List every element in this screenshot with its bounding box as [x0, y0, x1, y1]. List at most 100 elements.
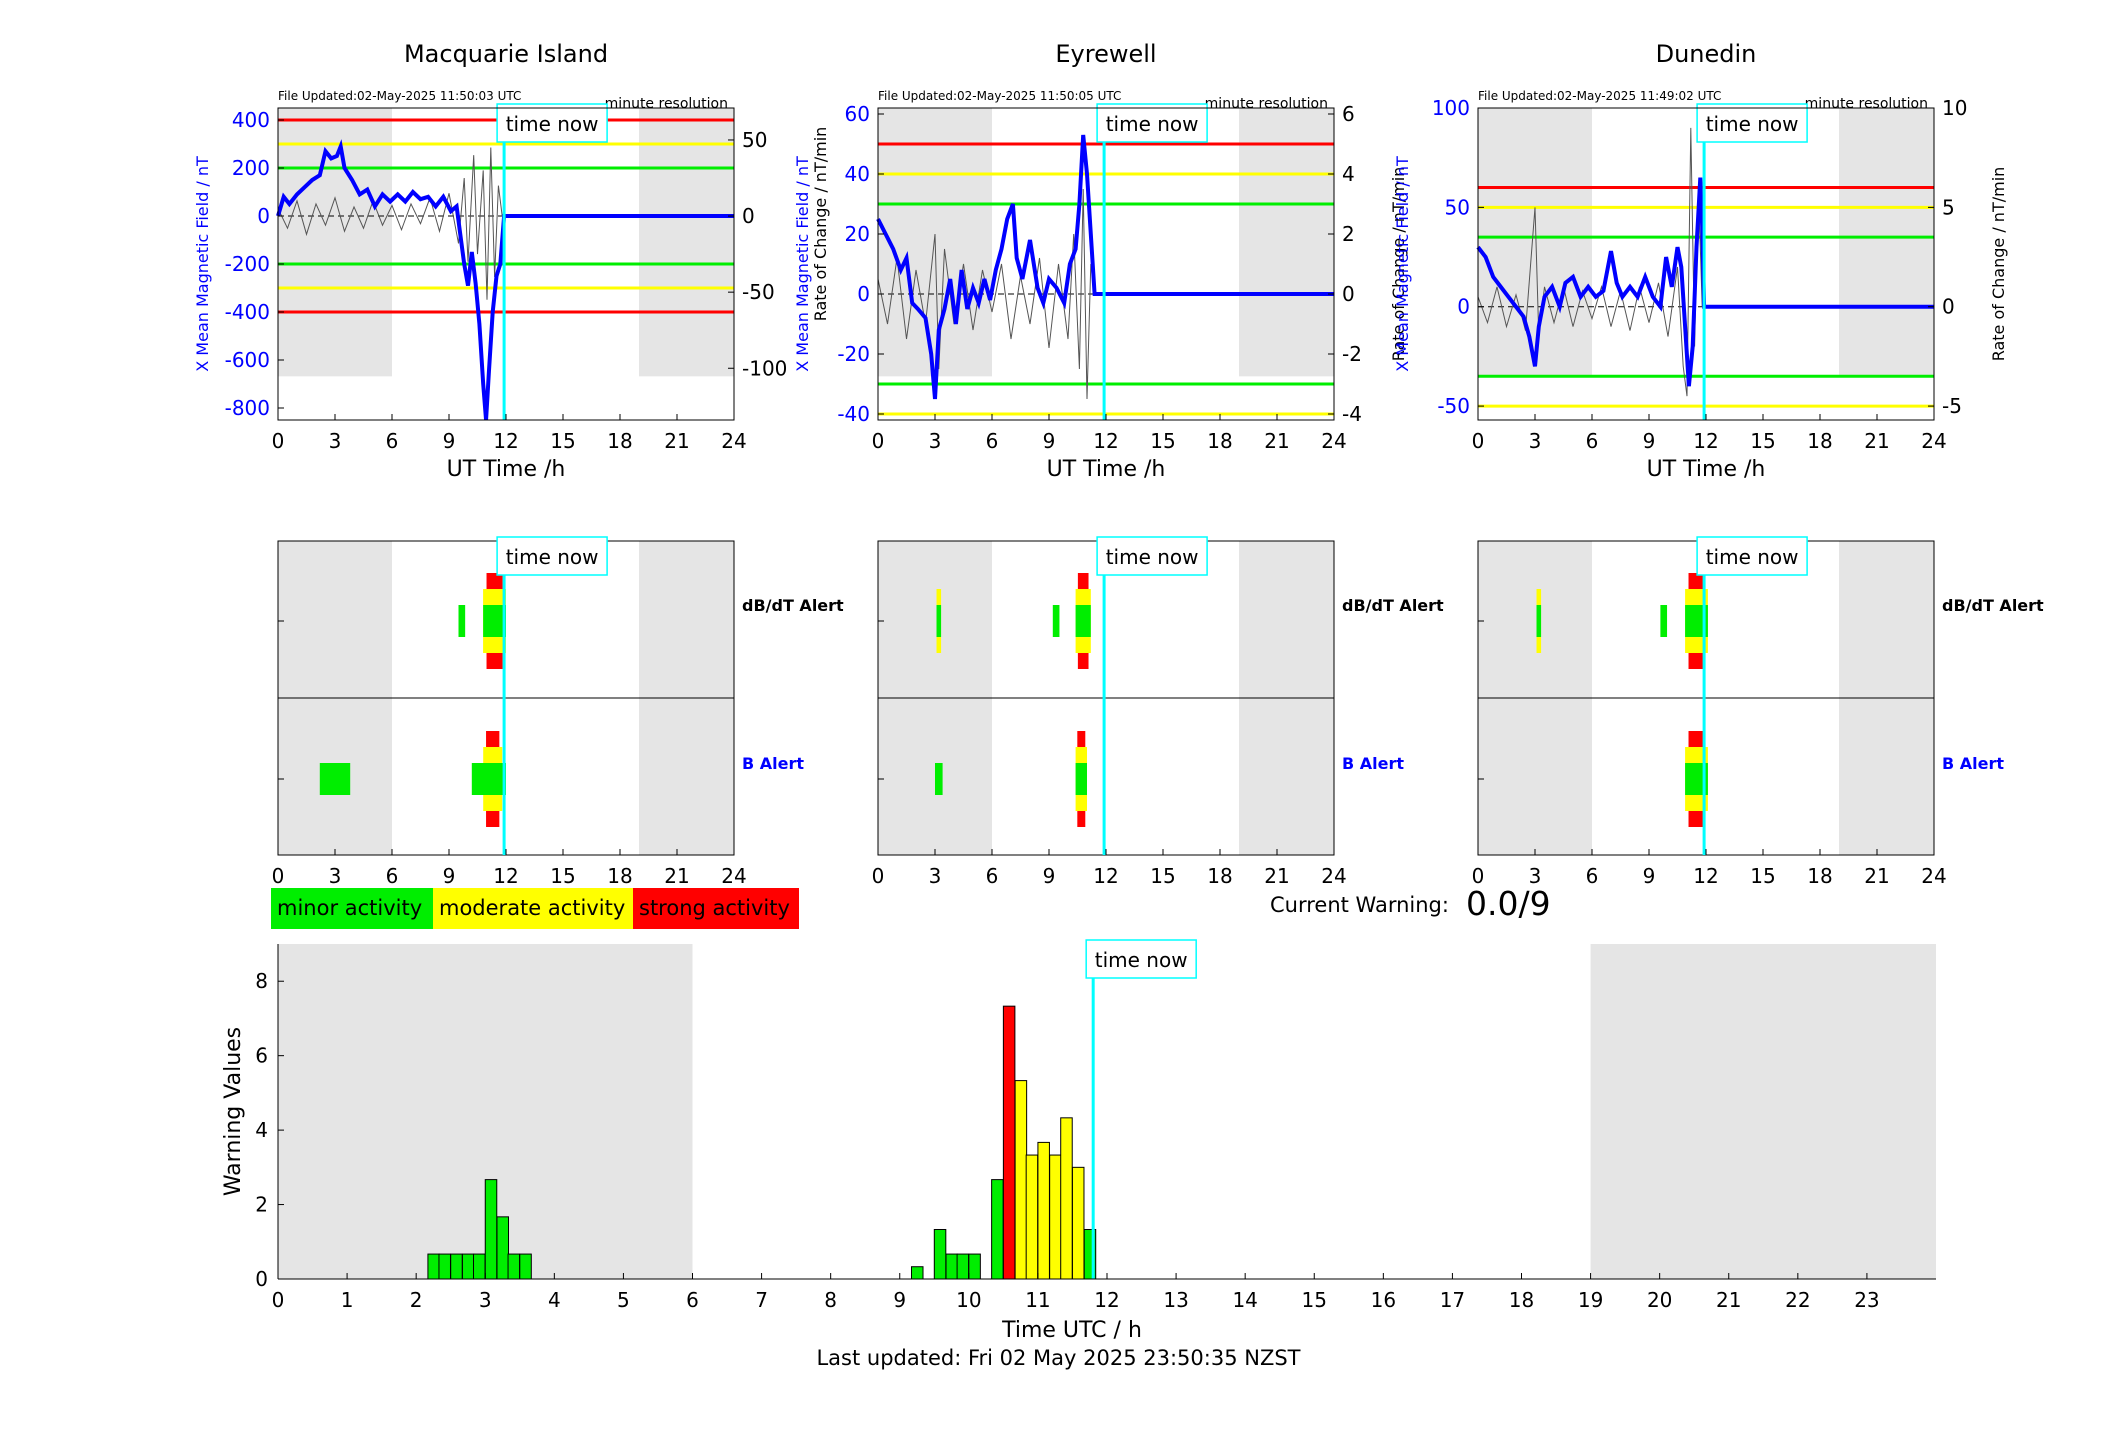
- x-tick-label: 21: [1264, 864, 1289, 888]
- x-tick-label: 9: [1643, 864, 1656, 888]
- x-tick-label: 9: [893, 1288, 906, 1312]
- warning-bar: [484, 1179, 498, 1280]
- y2-tick-label: 0: [1342, 282, 1355, 306]
- warning-bar: [507, 1253, 521, 1280]
- current-warning-value: 0.0/9: [1466, 884, 1551, 923]
- time-now-box: [1696, 103, 1808, 143]
- x-tick-label: 18: [1207, 429, 1232, 453]
- dbdt-alert-label: dB/dT Alert: [1342, 596, 1444, 615]
- x-tick-label: 0: [272, 864, 285, 888]
- time-now-label: time now: [506, 112, 599, 136]
- x-tick-label: 6: [1586, 429, 1599, 453]
- x-tick-label: 9: [1043, 864, 1056, 888]
- x-tick-label: 6: [386, 429, 399, 453]
- y-axis-label: Warning Values: [221, 1027, 246, 1196]
- rate-of-change-trace: [277, 147, 503, 300]
- warning-bar: [956, 1253, 970, 1280]
- night-shade: [1590, 944, 1936, 1279]
- x-tick-label: 12: [1693, 429, 1718, 453]
- x-tick-label: 12: [1093, 429, 1118, 453]
- x-tick-label: 3: [929, 429, 942, 453]
- x-tick-label: 15: [1302, 1288, 1327, 1312]
- alert-block-minor: [1536, 605, 1542, 637]
- time-now-box: [1696, 536, 1808, 576]
- legend-minor-activity: minor activity: [271, 888, 433, 929]
- x-tick-label: 15: [1750, 429, 1775, 453]
- alert-block-minor: [1075, 763, 1087, 795]
- time-now-label: time now: [1706, 112, 1799, 136]
- night-shade: [278, 108, 392, 377]
- alert-block-minor: [483, 605, 506, 637]
- x-tick-label: 3: [479, 1288, 492, 1312]
- y2-tick-label: 0: [742, 204, 755, 228]
- alert-block-minor: [1660, 605, 1668, 637]
- alert-block-minor: [1685, 763, 1708, 795]
- warning-bar: [1037, 1141, 1050, 1280]
- y-tick-label: 20: [845, 222, 870, 246]
- night-shade: [1239, 108, 1334, 377]
- x-tick-label: 18: [607, 864, 632, 888]
- y-axis-label: X Mean Magnetic Field / nT: [793, 156, 812, 372]
- y-tick-label: 60: [845, 102, 870, 126]
- x-tick-label: 20: [1647, 1288, 1672, 1312]
- x-tick-label: 6: [686, 1288, 699, 1312]
- y-tick-label: 0: [1457, 295, 1470, 319]
- x-tick-label: 15: [1150, 864, 1175, 888]
- x-tick-label: 9: [443, 864, 456, 888]
- x-axis-label: Time UTC / h: [1001, 1318, 1142, 1343]
- y-tick-label: -400: [225, 300, 270, 324]
- b-alert-label: B Alert: [1942, 754, 2004, 773]
- alert-block-minor: [1075, 605, 1091, 637]
- warning-bar: [1049, 1154, 1062, 1280]
- x-tick-label: 21: [664, 429, 689, 453]
- warning-bar: [933, 1228, 947, 1280]
- x-tick-label: 21: [664, 864, 689, 888]
- legend-strong-activity: strong activity: [633, 888, 799, 929]
- x-tick-label: 15: [550, 864, 575, 888]
- night-shade: [1478, 108, 1592, 377]
- y-tick-label: 2: [255, 1193, 268, 1217]
- alert-block-minor: [935, 763, 943, 795]
- x-tick-label: 21: [1264, 429, 1289, 453]
- x-tick-label: 9: [1043, 429, 1056, 453]
- y2-tick-label: 0: [1942, 295, 1955, 319]
- x-tick-label: 9: [1643, 429, 1656, 453]
- warning-bar: [968, 1253, 981, 1280]
- y-axis-label: X Mean Magnetic Field / nT: [1393, 156, 1412, 372]
- file-updated: File Updated:02-May-2025 11:50:03 UTC: [278, 89, 521, 103]
- x-tick-label: 5: [617, 1288, 630, 1312]
- y-tick-label: 50: [1445, 195, 1470, 219]
- alert-block-minor: [319, 763, 351, 795]
- night-shade: [1839, 108, 1934, 377]
- x-tick-label: 0: [272, 429, 285, 453]
- file-updated: File Updated:02-May-2025 11:49:02 UTC: [1478, 89, 1721, 103]
- warning-bar: [450, 1253, 463, 1280]
- warning-bar: [1071, 1166, 1085, 1280]
- x-tick-label: 4: [548, 1288, 561, 1312]
- x-tick-label: 0: [272, 1288, 285, 1312]
- x-tick-label: 3: [329, 429, 342, 453]
- x-tick-label: 14: [1232, 1288, 1257, 1312]
- time-now-box: [496, 536, 608, 576]
- last-updated: Last updated: Fri 02 May 2025 23:50:35 N…: [816, 1346, 1301, 1370]
- warning-bar: [1014, 1080, 1028, 1280]
- b-alert-label: B Alert: [742, 754, 804, 773]
- y-tick-label: 100: [1432, 96, 1470, 120]
- x-tick-label: 18: [1509, 1288, 1534, 1312]
- warning-bar: [461, 1253, 475, 1280]
- x-tick-label: 12: [1094, 1288, 1119, 1312]
- y-tick-label: -200: [225, 252, 270, 276]
- x-axis-label: UT Time /h: [447, 457, 566, 482]
- x-tick-label: 22: [1785, 1288, 1810, 1312]
- y2-tick-label: -5: [1942, 394, 1962, 418]
- warning-bar: [945, 1253, 959, 1280]
- y-tick-label: -800: [225, 396, 270, 420]
- time-now-box: [1096, 536, 1208, 576]
- x-tick-label: 10: [956, 1288, 981, 1312]
- y2-axis-label: Rate of Change / nT/min: [1389, 167, 1408, 362]
- x-tick-label: 24: [1321, 864, 1346, 888]
- field-trace: [1476, 177, 1934, 387]
- x-tick-label: 23: [1854, 1288, 1879, 1312]
- y-tick-label: 0: [255, 1267, 268, 1291]
